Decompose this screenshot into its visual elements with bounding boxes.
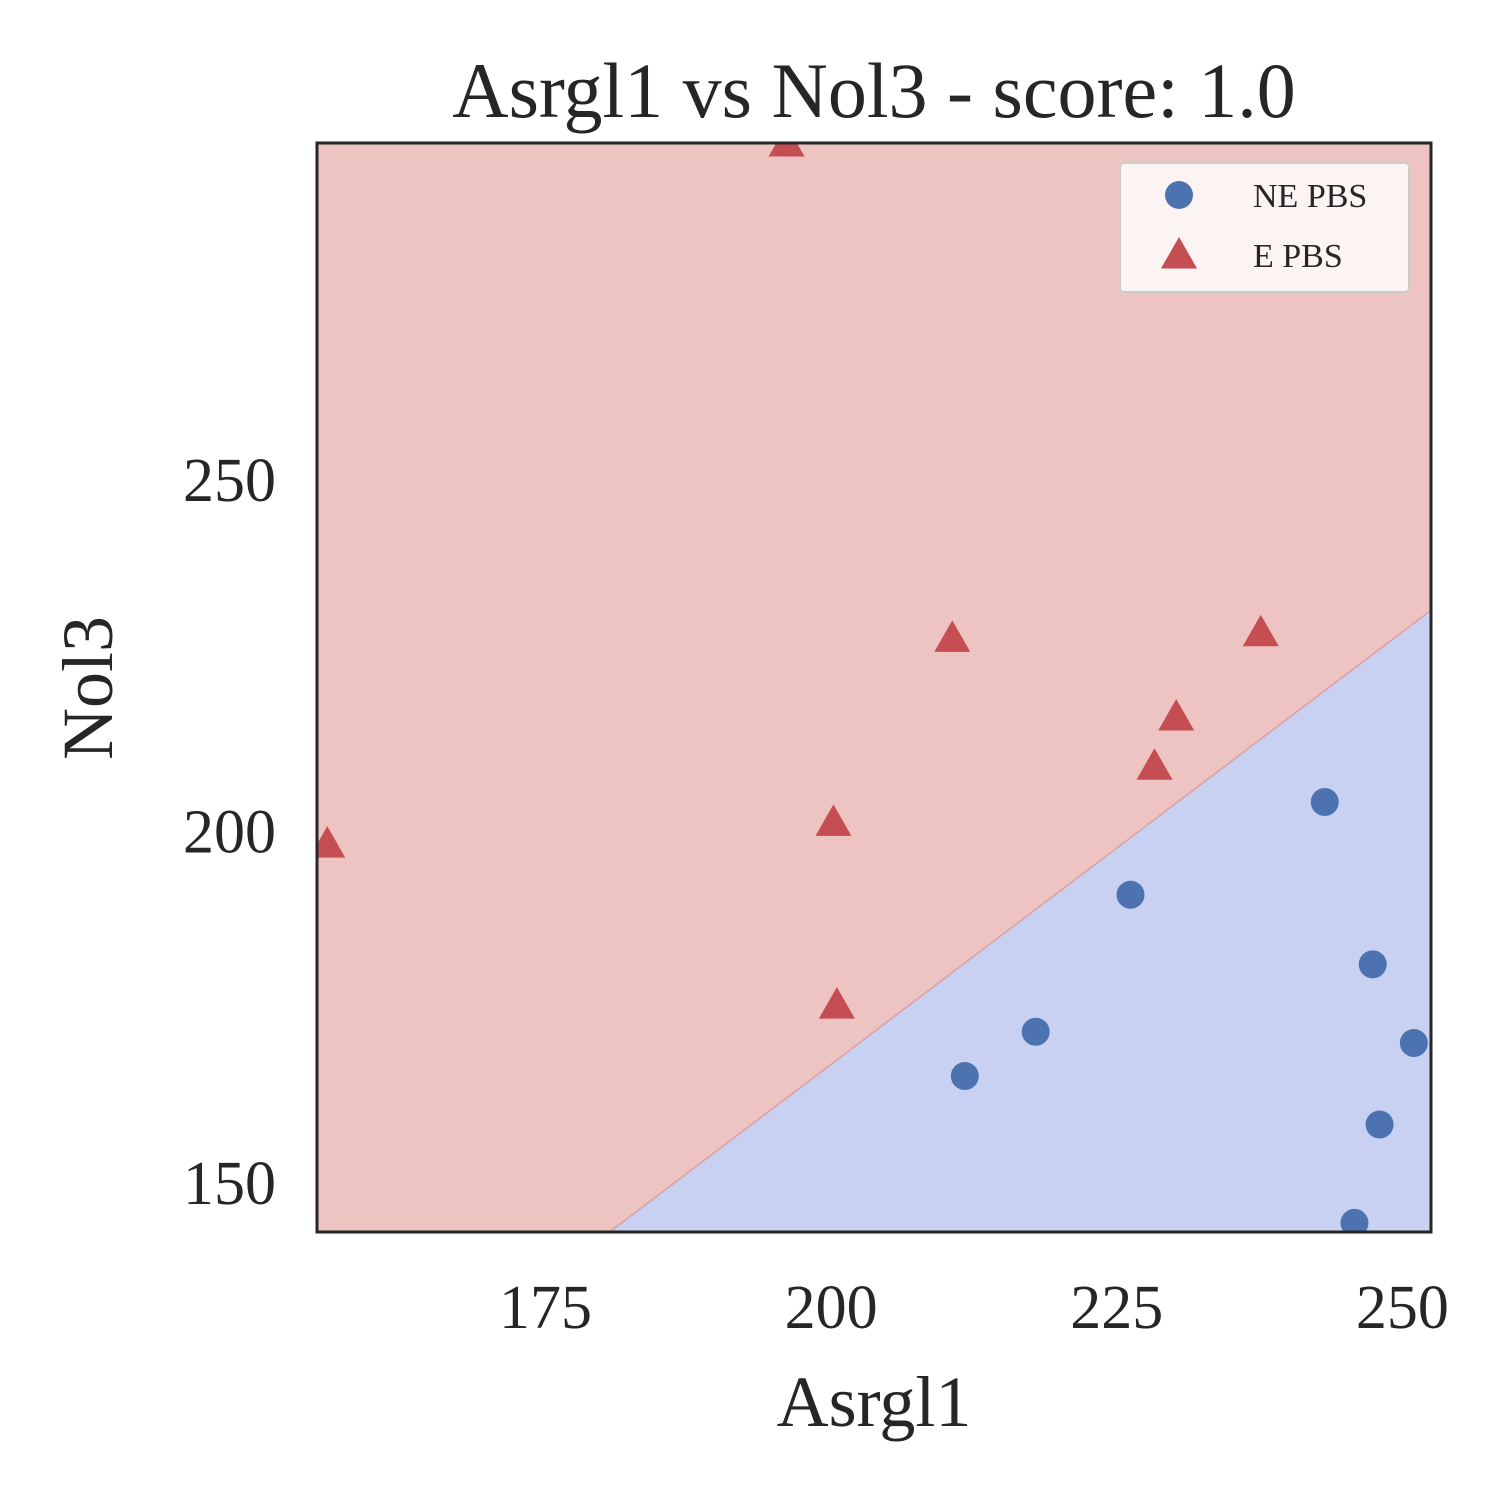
legend-label-ne-pbs: NE PBS xyxy=(1253,178,1367,215)
x-axis-label: Asrgl1 xyxy=(777,1362,972,1442)
legend-marker-e-pbs xyxy=(1161,237,1197,269)
y-tick-label: 200 xyxy=(183,799,276,867)
x-tick-label: 200 xyxy=(785,1274,878,1342)
point-ne-pbs xyxy=(1310,788,1339,817)
point-ne-pbs xyxy=(1021,1017,1050,1046)
x-axis-ticks: 175 200 225 250 xyxy=(499,1274,1449,1342)
point-e-pbs xyxy=(818,987,855,1019)
legend: NE PBS E PBS xyxy=(1119,162,1410,293)
point-ne-pbs xyxy=(1116,880,1145,909)
point-e-pbs xyxy=(768,143,805,157)
legend-label-e-pbs: E PBS xyxy=(1253,238,1343,275)
data-points xyxy=(317,143,1428,1232)
x-tick-label: 250 xyxy=(1356,1274,1449,1342)
decision-regions xyxy=(317,143,1431,1232)
point-e-pbs xyxy=(934,620,971,652)
point-e-pbs xyxy=(1242,614,1279,647)
point-ne-pbs xyxy=(1399,1029,1428,1058)
point-ne-pbs xyxy=(1365,1110,1394,1139)
point-e-pbs xyxy=(317,826,346,858)
point-e-pbs xyxy=(1158,699,1195,731)
decision-boundary-line xyxy=(609,609,1431,1232)
point-ne-pbs xyxy=(950,1062,979,1091)
legend-marker-ne-pbs xyxy=(1165,181,1193,209)
point-e-pbs xyxy=(815,804,852,836)
point-ne-pbs xyxy=(1358,950,1387,979)
point-e-pbs xyxy=(1136,748,1173,780)
point-ne-pbs xyxy=(1340,1208,1369,1232)
chart-title: Asrgl1 vs Nol3 - score: 1.0 xyxy=(452,47,1296,134)
x-tick-label: 225 xyxy=(1070,1274,1163,1342)
plot-frame xyxy=(315,141,1433,1234)
x-tick-label: 175 xyxy=(499,1274,592,1342)
y-axis-ticks: 150 200 250 xyxy=(183,447,276,1218)
y-tick-label: 250 xyxy=(183,447,276,515)
region-e-pbs xyxy=(317,143,1431,1232)
y-axis-label: Nol3 xyxy=(48,616,128,760)
y-tick-label: 150 xyxy=(183,1150,276,1218)
